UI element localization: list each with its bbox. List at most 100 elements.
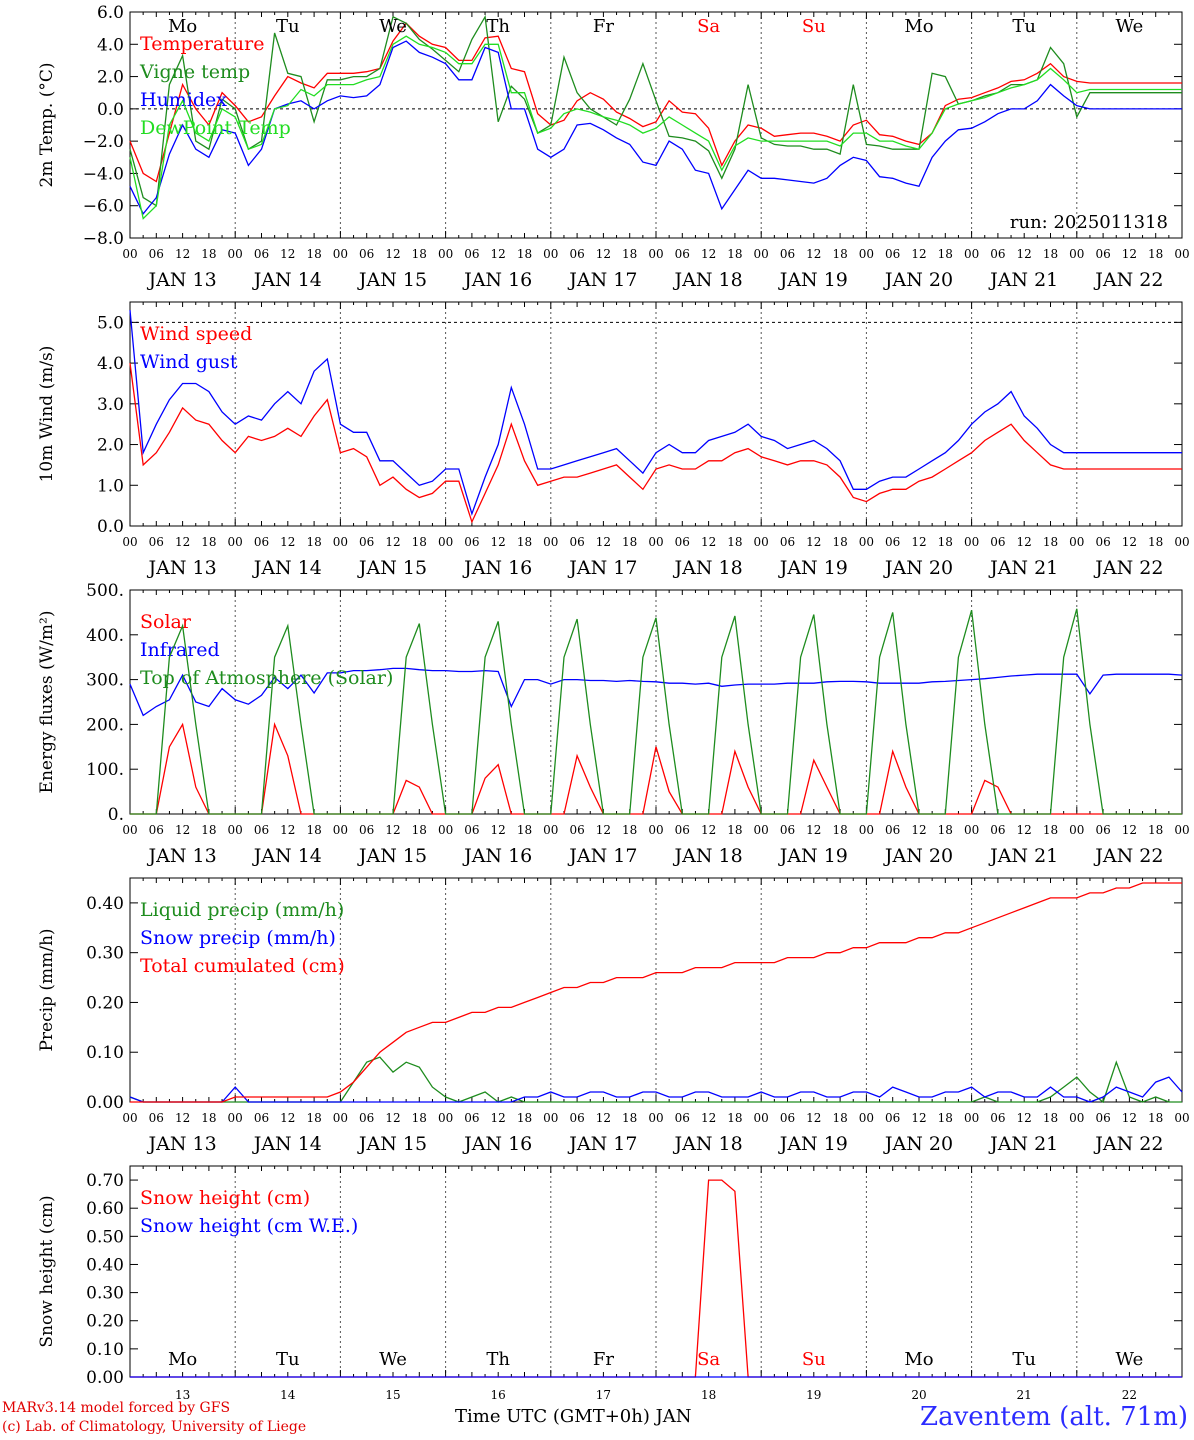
hour-tick-label: 06 xyxy=(569,1111,584,1125)
legend-entry: Vigne temp xyxy=(139,61,250,83)
hour-tick-label: 12 xyxy=(596,535,611,549)
hour-tick-label: 00 xyxy=(228,1111,243,1125)
y-tick-label: 6.0 xyxy=(97,3,124,23)
hour-tick-label: 18 xyxy=(201,535,216,549)
hour-tick-label: 00 xyxy=(1174,1111,1189,1125)
hour-tick-label: 12 xyxy=(280,823,295,837)
y-tick-label: 0.0 xyxy=(97,517,124,537)
hour-tick-label: 06 xyxy=(464,535,479,549)
weekday-label: Su xyxy=(802,1349,826,1370)
y-tick-label: 0.0 xyxy=(97,100,124,120)
hour-tick-label: 00 xyxy=(1069,247,1084,261)
hour-tick-label: 06 xyxy=(569,247,584,261)
date-label: JAN 15 xyxy=(357,1133,427,1155)
weekday-label: Mo xyxy=(904,16,933,37)
hour-tick-label: 12 xyxy=(280,247,295,261)
series-line-red xyxy=(129,22,1182,183)
hour-tick-label: 00 xyxy=(438,1111,453,1125)
weekday-label: We xyxy=(1116,1349,1144,1370)
y-tick-label: 0.30 xyxy=(86,1284,124,1304)
y-tick-label: 0.40 xyxy=(86,894,124,914)
hour-tick-label: 00 xyxy=(438,247,453,261)
weekday-label: We xyxy=(379,1349,407,1370)
hour-tick-label: 18 xyxy=(517,1111,532,1125)
hour-tick-label: 12 xyxy=(806,247,821,261)
hour-tick-label: 12 xyxy=(1122,1111,1137,1125)
hour-tick-label: 06 xyxy=(149,535,164,549)
date-label: JAN 19 xyxy=(778,269,848,291)
date-label: JAN 14 xyxy=(252,1133,322,1155)
hour-tick-label: 06 xyxy=(990,535,1005,549)
hour-tick-label: 06 xyxy=(780,535,795,549)
hour-tick-label: 12 xyxy=(491,823,506,837)
hour-tick-label: 12 xyxy=(175,823,190,837)
date-label: JAN 21 xyxy=(988,1133,1058,1155)
y-tick-label: −6.0 xyxy=(83,197,124,217)
hour-tick-label: 18 xyxy=(1043,823,1058,837)
hour-tick-label: 12 xyxy=(806,535,821,549)
y-tick-label: 0.10 xyxy=(86,1043,124,1063)
hour-tick-label: 06 xyxy=(254,823,269,837)
hour-tick-label: 00 xyxy=(754,1111,769,1125)
y-tick-label: 300. xyxy=(86,671,124,691)
weekday-label: Tu xyxy=(1012,16,1036,37)
panel-2: 5.0 4.0 3.0 2.0 1.0 0.0 10m Wind (m/s) Wind spe… xyxy=(37,301,1190,579)
hour-tick-label: 06 xyxy=(359,1111,374,1125)
hour-tick-label: 06 xyxy=(1095,823,1110,837)
date-label: JAN 14 xyxy=(252,845,322,867)
date-label: JAN 22 xyxy=(1093,1133,1163,1155)
hour-tick-label: 06 xyxy=(990,823,1005,837)
hour-tick-label: 18 xyxy=(832,823,847,837)
hour-tick-label: 00 xyxy=(438,535,453,549)
date-label: JAN 13 xyxy=(147,1133,217,1155)
hour-tick-label: 12 xyxy=(1017,1111,1032,1125)
hour-tick-label: 00 xyxy=(1174,823,1189,837)
hour-tick-label: 06 xyxy=(990,247,1005,261)
date-label: JAN 21 xyxy=(988,557,1058,579)
hour-tick-label: 18 xyxy=(1148,823,1163,837)
legend-entry: Humidex xyxy=(140,89,227,111)
y-tick-label: 5.0 xyxy=(97,313,124,333)
hour-tick-label: 18 xyxy=(1148,247,1163,261)
hour-tick-label: 06 xyxy=(780,1111,795,1125)
hour-tick-label: 00 xyxy=(543,1111,558,1125)
y-axis-title: 2m Temp. (°C) xyxy=(37,62,57,187)
hour-tick-label: 06 xyxy=(675,823,690,837)
hour-tick-label: 18 xyxy=(727,1111,742,1125)
panel-5: 0.70 0.60 0.50 0.40 0.30 0.20 0.10 0.00 Snow hei… xyxy=(37,1165,1183,1388)
y-tick-label: 0.00 xyxy=(86,1093,124,1113)
hour-tick-label: 12 xyxy=(596,247,611,261)
date-label: JAN 18 xyxy=(673,557,743,579)
hour-tick-label: 00 xyxy=(648,1111,663,1125)
date-label: JAN 17 xyxy=(567,557,637,579)
hour-tick-label: 00 xyxy=(648,823,663,837)
date-label: JAN 14 xyxy=(252,557,322,579)
hour-tick-label: 00 xyxy=(964,823,979,837)
hour-tick-label: 12 xyxy=(280,535,295,549)
time-axis-label: Time UTC (GMT+0h) JAN xyxy=(455,1406,692,1427)
y-tick-label: 1.0 xyxy=(97,476,124,496)
hour-tick-label: 12 xyxy=(911,535,926,549)
hour-tick-label: 06 xyxy=(464,823,479,837)
hour-tick-label: 00 xyxy=(333,535,348,549)
hour-tick-label: 12 xyxy=(806,1111,821,1125)
date-label: JAN 21 xyxy=(988,845,1058,867)
date-label: JAN 15 xyxy=(357,557,427,579)
hour-tick-label: 00 xyxy=(333,823,348,837)
hour-tick-label: 18 xyxy=(622,1111,637,1125)
y-tick-label: 4.0 xyxy=(97,35,124,55)
date-label: JAN 20 xyxy=(883,845,953,867)
series-line-red xyxy=(130,721,1182,815)
y-tick-label: 400. xyxy=(86,626,124,646)
hour-tick-label: 12 xyxy=(701,247,716,261)
lab-credit: (c) Lab. of Climatology, University of L… xyxy=(2,1419,307,1435)
hour-tick-label: 18 xyxy=(201,1111,216,1125)
hour-tick-label: 06 xyxy=(1095,247,1110,261)
legend-entry: Total cumulated (cm) xyxy=(140,955,345,977)
y-tick-label: 0.00 xyxy=(86,1368,124,1388)
date-label: JAN 22 xyxy=(1093,269,1163,291)
date-label: JAN 20 xyxy=(883,557,953,579)
hour-tick-label: 00 xyxy=(228,535,243,549)
date-label: JAN 17 xyxy=(567,269,637,291)
legend-entry: Snow height (cm) xyxy=(140,1187,310,1209)
